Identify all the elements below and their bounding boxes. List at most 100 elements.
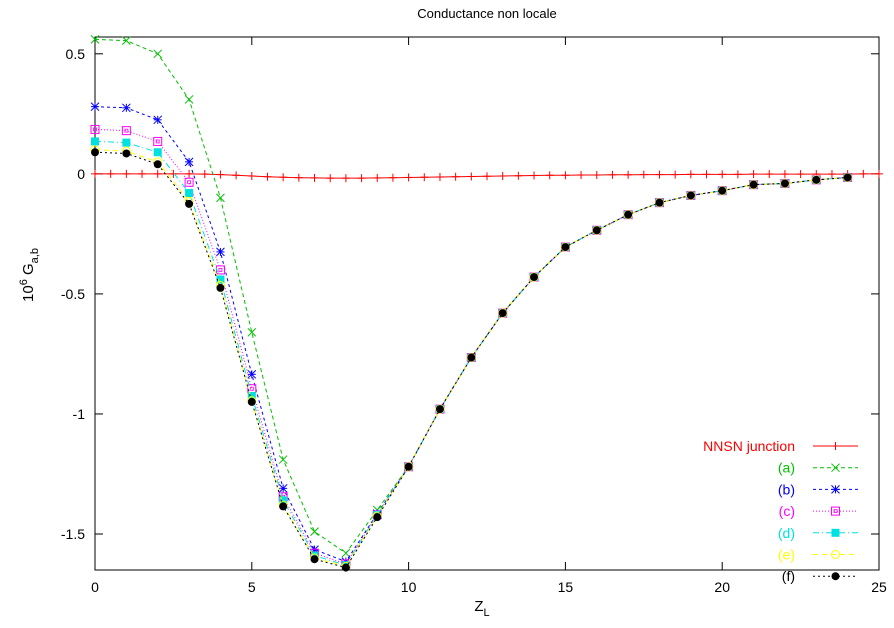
data-point [122, 149, 131, 158]
data-point [216, 275, 225, 284]
data-point [138, 169, 147, 178]
data-point [373, 513, 382, 522]
data-point [483, 172, 491, 181]
data-point [831, 485, 840, 494]
legend-label: (c) [779, 503, 795, 519]
data-point [373, 173, 382, 182]
data-point [780, 170, 789, 179]
data-point [812, 175, 821, 184]
series-line [94, 38, 848, 554]
data-point [404, 173, 413, 182]
data-point [702, 170, 711, 179]
legend-label: (d) [778, 525, 795, 541]
data-point [185, 189, 194, 198]
data-point [686, 191, 695, 200]
data-point [341, 548, 351, 558]
y-tick-label: -1.5 [61, 526, 85, 542]
data-point [608, 170, 617, 179]
data-point [153, 148, 162, 157]
data-point [341, 174, 350, 183]
data-point [310, 173, 319, 182]
data-point [827, 170, 836, 179]
data-point [121, 126, 131, 136]
series-line [94, 128, 848, 565]
data-point [153, 169, 162, 178]
data-point [106, 169, 115, 178]
data-point [498, 309, 507, 318]
data-point [122, 138, 131, 147]
data-point [514, 171, 523, 180]
data-point [530, 273, 539, 282]
data-point [153, 160, 162, 169]
data-point [200, 170, 209, 179]
data-point [561, 243, 570, 252]
data-point [216, 283, 225, 292]
axis-ticks [94, 37, 880, 570]
series-3 [90, 124, 853, 569]
data-point [247, 391, 256, 400]
data-point [216, 170, 225, 179]
data-point [388, 173, 397, 182]
data-point [467, 353, 476, 362]
legend-label: (a) [778, 460, 795, 476]
y-tick-labels: 0.5 0 -0.5 -1 -1.5 [61, 46, 85, 542]
data-point [655, 170, 664, 179]
x-tick-label: 0 [91, 579, 99, 595]
data-point [90, 35, 100, 44]
data-point [420, 173, 429, 182]
data-point [278, 455, 288, 464]
legend-label: (b) [778, 481, 795, 497]
data-point [216, 193, 225, 203]
series-6 [91, 148, 852, 572]
data-point [279, 496, 288, 505]
data-point [90, 124, 100, 134]
data-point [498, 172, 507, 181]
data-point [639, 170, 648, 179]
x-axis-label: ZL [474, 598, 489, 619]
plot-frame [94, 36, 880, 571]
data-point [831, 442, 840, 450]
data-point [592, 171, 601, 180]
data-point [279, 502, 288, 511]
data-point [671, 170, 680, 179]
data-point [467, 172, 476, 181]
y-axis-label: 106 Ga,b [18, 248, 41, 302]
data-point [310, 555, 319, 564]
data-point [843, 173, 852, 182]
data-point [831, 550, 840, 559]
data-point [624, 170, 633, 179]
x-tick-label: 20 [714, 579, 730, 595]
data-point [153, 49, 163, 59]
data-point [718, 186, 727, 195]
data-point [780, 179, 789, 188]
data-point [451, 172, 460, 181]
data-point [831, 506, 840, 516]
data-point [796, 170, 805, 179]
data-point [185, 169, 194, 178]
data-point [310, 527, 319, 536]
data-point [577, 171, 586, 180]
data-point [184, 95, 194, 104]
x-tick-labels: 0 5 10 15 20 25 [91, 579, 887, 595]
data-point [435, 405, 444, 414]
data-point [592, 226, 601, 235]
data-point [765, 170, 774, 179]
data-point [435, 172, 444, 181]
data-point [545, 171, 554, 180]
y-tick-label: 0.5 [66, 46, 86, 62]
data-point [831, 463, 840, 473]
data-point [169, 169, 178, 178]
data-point [247, 327, 257, 337]
series-1 [90, 35, 852, 558]
data-point [247, 397, 256, 406]
data-point [247, 369, 257, 379]
data-point [655, 198, 664, 207]
data-point [247, 172, 256, 181]
data-point [153, 115, 163, 125]
legend-label: (e) [778, 547, 795, 563]
data-point [875, 169, 883, 178]
data-point [561, 171, 570, 180]
data-point [91, 137, 99, 146]
data-point [184, 157, 194, 167]
data-point [733, 170, 742, 179]
